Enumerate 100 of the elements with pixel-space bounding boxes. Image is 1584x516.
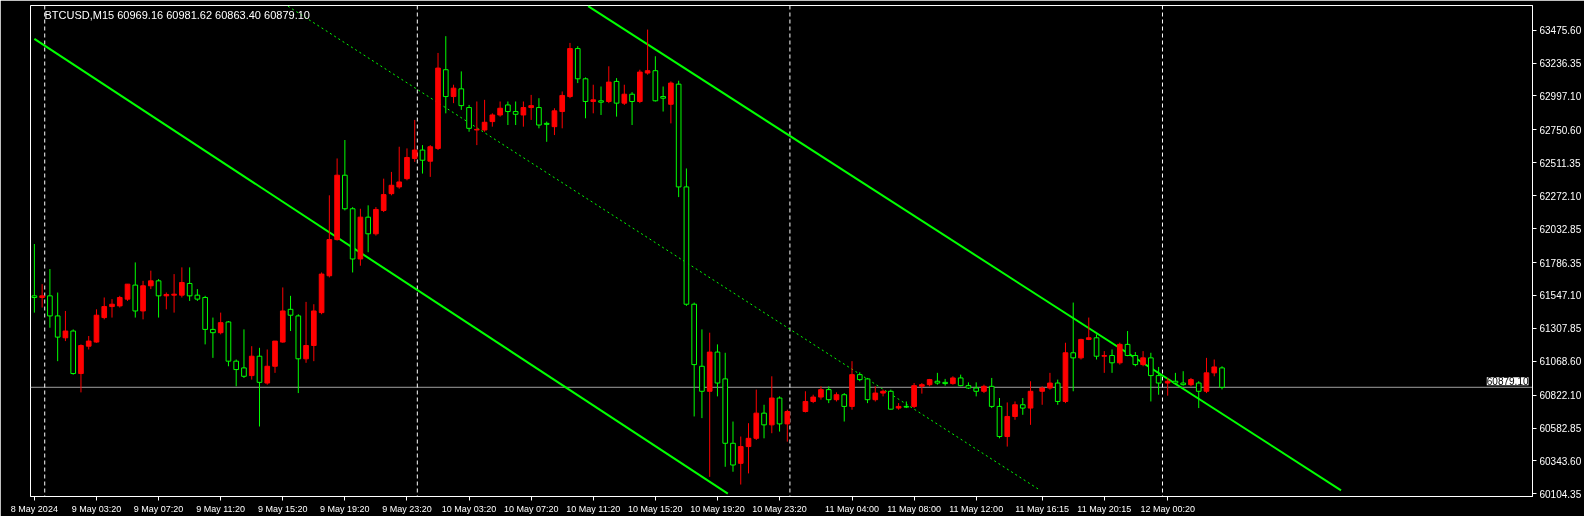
candlestick xyxy=(62,310,69,342)
x-tick-label: 9 May 15:20 xyxy=(258,503,308,514)
candlestick xyxy=(605,65,612,104)
candlestick xyxy=(1195,380,1202,409)
candlestick xyxy=(1093,333,1100,361)
y-tick-label: 60343.60 xyxy=(1539,455,1582,467)
x-tick-label: 11 May 08:00 xyxy=(887,503,942,514)
candlestick xyxy=(450,84,457,104)
candlestick xyxy=(241,328,247,379)
candlestick xyxy=(1047,372,1053,391)
candlestick xyxy=(1219,365,1225,390)
x-tick-label: 9 May 07:20 xyxy=(133,503,184,514)
candlestick xyxy=(466,104,472,133)
candlestick xyxy=(388,171,395,196)
x-tick-label: 10 May 23:20 xyxy=(752,503,807,514)
x-tick-label: 9 May 23:20 xyxy=(382,503,432,514)
candlestick xyxy=(1027,380,1034,426)
candlestick xyxy=(396,146,403,190)
candlestick xyxy=(54,292,61,362)
candlestick xyxy=(210,317,216,359)
y-tick-label: 62997.10 xyxy=(1539,90,1582,102)
candlestick xyxy=(1012,400,1018,421)
candlestick xyxy=(427,144,434,178)
candlestick xyxy=(919,382,925,395)
candlestick xyxy=(365,204,371,253)
candlestick xyxy=(47,268,53,329)
candlestick xyxy=(911,382,917,409)
candlestick xyxy=(1004,401,1011,448)
x-tick-label: 11 May 20:15 xyxy=(1077,503,1132,514)
candlestick xyxy=(512,101,519,126)
candlestick xyxy=(287,295,294,332)
chart-title: BTCUSD,M15 60969.16 60981.62 60863.40 60879.10 xyxy=(44,8,310,21)
candlestick xyxy=(411,119,418,163)
candlestick xyxy=(988,377,995,409)
y-tick-label: 63236.35 xyxy=(1539,58,1582,70)
candlestick xyxy=(761,404,767,439)
candlestick xyxy=(109,298,115,319)
candlestick xyxy=(1039,385,1046,406)
candlestick xyxy=(303,301,309,364)
candlestick xyxy=(497,101,503,118)
candlestick xyxy=(217,312,224,335)
x-tick-label: 10 May 15:20 xyxy=(628,503,683,514)
candlestick xyxy=(543,121,550,143)
candlestick xyxy=(536,97,542,129)
candlestick xyxy=(887,389,894,411)
y-tick-label: 61307.85 xyxy=(1539,323,1582,335)
x-tick-label: 9 May 19:20 xyxy=(320,503,370,514)
candlestick xyxy=(233,359,240,387)
candlestick xyxy=(147,270,154,290)
candlestick xyxy=(613,77,620,118)
candlestick xyxy=(1070,302,1077,392)
candlestick xyxy=(171,273,177,314)
ref-line-label: 60879.10 xyxy=(1486,376,1529,388)
candlestick xyxy=(1140,350,1146,367)
x-tick-label: 11 May 04:00 xyxy=(825,503,879,514)
y-tick-label: 60822.10 xyxy=(1539,390,1582,402)
y-tick-label: 61786.35 xyxy=(1539,257,1582,269)
candlestick xyxy=(1109,348,1115,374)
candlestick xyxy=(419,144,426,175)
candlestick xyxy=(528,94,534,121)
y-tick-label: 61547.10 xyxy=(1539,290,1582,302)
y-tick-label: 62750.60 xyxy=(1539,124,1582,136)
candlestick xyxy=(590,84,597,114)
x-tick-label: 9 May 11:20 xyxy=(196,503,246,514)
candlestick xyxy=(39,283,45,309)
candlestick xyxy=(179,266,185,298)
candlestick xyxy=(155,278,162,319)
y-tick-label: 60582.85 xyxy=(1539,423,1582,435)
candlestick xyxy=(644,29,651,76)
candlestick xyxy=(582,76,589,119)
candlestick xyxy=(481,99,488,133)
candlestick xyxy=(380,178,387,213)
x-tick-label: 12 May 00:20 xyxy=(1140,503,1195,514)
x-tick-label: 10 May 03:20 xyxy=(441,503,497,514)
candlestick xyxy=(621,84,628,106)
candlestick xyxy=(1203,357,1210,394)
y-tick-label: 60104.35 xyxy=(1539,488,1582,500)
x-tick-label: 10 May 07:20 xyxy=(503,503,559,514)
candlestick xyxy=(598,86,604,116)
x-tick-label: 10 May 19:20 xyxy=(690,503,745,514)
candlestick xyxy=(474,101,480,146)
candlestick xyxy=(1101,350,1108,374)
candlestick xyxy=(520,101,527,128)
x-tick-label: 9 May 03:20 xyxy=(71,503,122,514)
candlestick xyxy=(458,70,465,111)
candlestick xyxy=(660,86,666,113)
candlestick xyxy=(559,90,566,129)
candlestick xyxy=(404,147,410,181)
candlestick xyxy=(101,296,108,320)
candlestick xyxy=(629,91,635,126)
candlestick xyxy=(1054,379,1061,406)
candlestick xyxy=(730,421,736,473)
candlestick xyxy=(737,436,744,486)
y-tick-label: 62272.10 xyxy=(1539,190,1582,202)
candlestick xyxy=(1116,342,1123,366)
x-tick-label: 8 May 2024 xyxy=(10,503,58,514)
candlestick xyxy=(505,101,511,126)
candlestick xyxy=(864,377,871,404)
candlestick xyxy=(264,348,271,386)
candlestick xyxy=(841,392,848,423)
